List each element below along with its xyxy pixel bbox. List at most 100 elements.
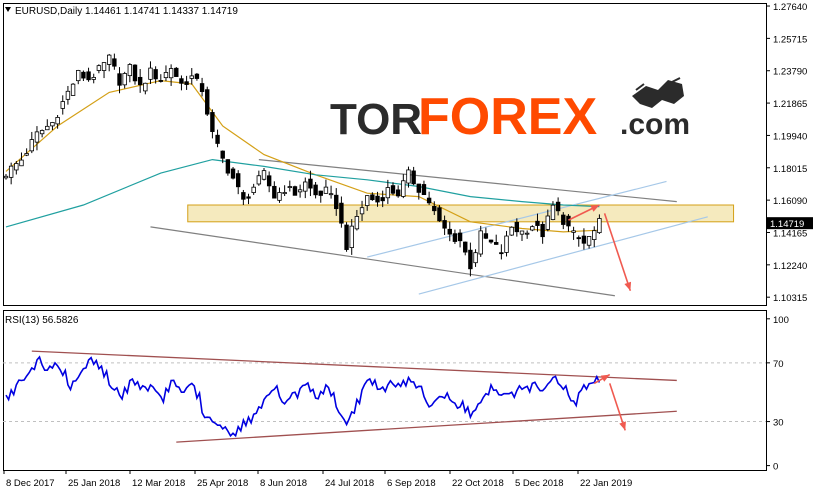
candle-body — [354, 216, 360, 230]
candle-body — [530, 226, 535, 231]
candle-body — [235, 173, 241, 188]
candle-body — [364, 195, 370, 206]
candle-body — [230, 168, 236, 179]
dropdown-triangle-icon — [5, 7, 11, 12]
candle-body — [344, 224, 349, 250]
candle-body — [535, 220, 540, 226]
rsi-tick-label: 70 — [773, 359, 784, 370]
candle-body — [194, 73, 200, 79]
time-tick-label: 22 Jan 2019 — [580, 478, 632, 489]
torforex-watermark: TOR FOREX .com — [330, 77, 690, 146]
candle-body — [287, 186, 292, 188]
candle-body — [380, 197, 385, 202]
candle-body — [509, 226, 514, 236]
candle-body — [519, 230, 525, 235]
candle-body — [592, 230, 597, 240]
candle-body — [416, 183, 421, 193]
candle-body — [55, 117, 60, 125]
candle-body — [452, 233, 458, 242]
candle-body — [39, 130, 45, 135]
channel-line — [258, 159, 677, 203]
candle-body — [14, 163, 19, 171]
candle-body — [308, 178, 313, 189]
candle-body — [158, 80, 163, 82]
candle-body — [323, 186, 329, 194]
forecast-arrows — [568, 204, 632, 291]
candle-body — [34, 131, 40, 143]
candle-body — [81, 71, 86, 79]
candle-body — [571, 230, 576, 233]
chart-frames — [3, 3, 767, 471]
candle-body — [437, 207, 442, 222]
candle-body — [24, 153, 29, 156]
candle-body — [65, 90, 71, 100]
candle-body — [220, 150, 225, 159]
time-tick-label: 6 Sep 2018 — [387, 478, 436, 489]
ma-slow-line — [5, 158, 600, 228]
price-axis: 1.27640 1.25715 1.23790 1.21865 1.19940 1.180… — [766, 2, 807, 304]
candle-body — [137, 76, 143, 86]
candle-body — [210, 112, 215, 132]
channel-line — [418, 216, 708, 295]
candle-body — [421, 184, 427, 196]
candle-body — [550, 204, 556, 220]
candle-body — [401, 180, 406, 197]
candle-body — [406, 169, 411, 184]
rsi-tick-label: 30 — [773, 418, 784, 429]
time-tick-label: 25 Apr 2018 — [197, 478, 248, 489]
candle-body — [375, 195, 380, 203]
time-tick-label: 22 Oct 2018 — [452, 478, 504, 489]
candle-body — [86, 71, 91, 81]
time-tick-label: 12 Mar 2018 — [132, 478, 185, 489]
rsi-tick-label: 100 — [773, 315, 789, 326]
candle-body — [318, 190, 323, 196]
ma-slow-polyline — [5, 158, 600, 228]
price-tick-label: 1.16090 — [773, 196, 807, 207]
candle-body — [179, 78, 184, 84]
candle-body — [251, 186, 256, 193]
candle-body — [478, 230, 483, 255]
current-price-tag: 1.14719 — [767, 217, 813, 230]
candle-body — [241, 192, 246, 200]
rsi-arrow-head — [619, 421, 626, 431]
price-tick-label: 1.21865 — [773, 99, 807, 110]
candle-body — [457, 232, 463, 242]
candle-body — [493, 242, 499, 245]
candle-body — [524, 232, 530, 235]
candle-body — [29, 139, 34, 152]
candle-body — [545, 215, 550, 230]
candle-body — [473, 252, 478, 264]
candle-body — [45, 125, 50, 131]
candle-body — [432, 206, 437, 212]
candle-body — [117, 73, 122, 86]
price-tick-label: 1.12240 — [773, 261, 807, 272]
candle-body — [334, 194, 339, 210]
rsi-series — [5, 350, 677, 443]
watermark-com: .com — [620, 108, 690, 141]
candle-body — [50, 122, 55, 127]
watermark-tor: TOR — [330, 95, 422, 144]
price-arrow — [603, 213, 632, 291]
candle-body — [328, 193, 334, 196]
candle-body — [143, 82, 148, 92]
symbol-line: EURUSD,Daily 1.14461 1.14741 1.14337 1.1… — [15, 6, 238, 17]
price-tick-label: 1.23790 — [773, 67, 807, 78]
candle-body — [163, 72, 169, 79]
candle-body — [370, 194, 375, 201]
candle-body — [555, 201, 561, 212]
price-tick-label: 1.25715 — [773, 34, 807, 45]
candle-body — [504, 235, 509, 253]
price-tick-label: 1.18015 — [773, 164, 807, 175]
candle-body — [395, 189, 401, 197]
candle-body — [282, 192, 287, 195]
rsi-tick-label: 0 — [773, 462, 778, 473]
price-tick-label: 1.14165 — [773, 228, 807, 239]
price-tag-label: 1.14719 — [770, 219, 804, 230]
candle-body — [597, 218, 602, 234]
rsi-trendline — [31, 350, 677, 382]
candle-body — [107, 54, 112, 65]
price-arrow-head — [590, 205, 600, 212]
rsi-trendline — [176, 410, 677, 443]
candles — [3, 53, 602, 277]
